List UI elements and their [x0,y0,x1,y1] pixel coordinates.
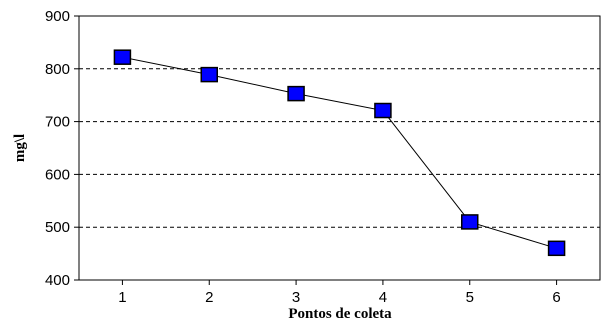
data-point-marker [200,66,218,83]
x-tick-label: 4 [379,289,387,306]
data-point-marker [374,102,392,119]
y-tick-label: 600 [45,166,70,183]
y-tick-label: 900 [45,8,70,25]
x-tick-label: 6 [552,289,560,306]
x-axis-ticks: 1 2 3 4 5 6 [118,280,561,306]
data-point-marker [113,49,132,65]
gridlines [79,68,600,228]
data-point-marker [461,214,479,230]
y-tick-label: 400 [45,272,70,289]
data-point-marker [547,240,566,257]
plot-area [78,15,601,281]
series-markers [113,49,566,257]
data-point-marker [287,85,305,102]
x-tick-label: 3 [292,289,300,306]
y-axis-ticks: 400 500 600 700 800 900 [45,8,79,289]
x-tick-label: 2 [205,289,213,306]
x-tick-label: 1 [118,289,126,306]
y-tick-label: 800 [45,61,70,78]
y-tick-label: 500 [45,219,70,236]
x-axis-title: Pontos de coleta [288,306,392,322]
y-tick-label: 700 [45,114,70,131]
series-line [122,56,557,249]
x-tick-label: 5 [466,289,474,306]
y-axis-title: mg\l [12,134,28,162]
